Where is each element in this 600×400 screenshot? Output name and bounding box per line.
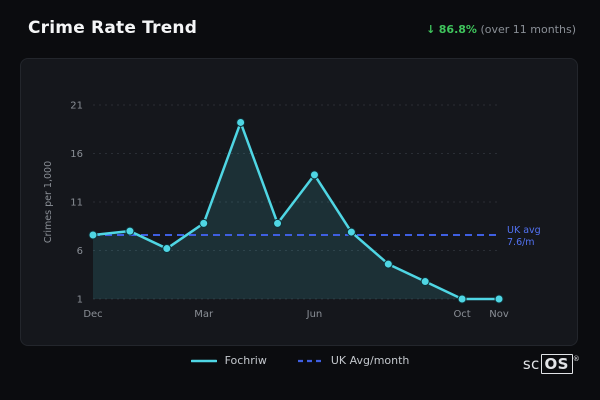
scos-logo: sc OS ® xyxy=(522,354,580,374)
legend-label: UK Avg/month xyxy=(330,354,410,367)
solid-line-swatch xyxy=(190,359,217,362)
legend-item-uk-avg[interactable]: UK Avg/month xyxy=(297,354,410,367)
legend-label: Fochriw xyxy=(224,354,267,367)
chart-card: 1 6 11 16 21 Dec Mar Jun Oct Nov Crimes per 1,000 U… xyxy=(20,58,578,346)
svg-text:Jun: Jun xyxy=(306,309,323,320)
svg-text:11: 11 xyxy=(70,198,83,209)
logo-boxed-text: OS xyxy=(540,354,573,374)
crime-trend-chart[interactable]: 1 6 11 16 21 Dec Mar Jun Oct Nov Crimes per 1,000 U… xyxy=(21,59,577,345)
svg-text:21: 21 xyxy=(70,101,83,112)
svg-text:16: 16 xyxy=(70,149,83,160)
svg-text:Dec: Dec xyxy=(83,309,102,320)
svg-text:Nov: Nov xyxy=(489,309,509,320)
logo-prefix: sc xyxy=(522,355,540,373)
trend-delta: ↓ 86.8% (over 11 months) xyxy=(426,23,576,36)
svg-text:7.6/m: 7.6/m xyxy=(507,237,535,248)
dashed-line-swatch xyxy=(297,359,322,362)
chart-legend: Fochriw UK Avg/month xyxy=(0,354,600,367)
page-header: Crime Rate Trend ↓ 86.8% (over 11 months… xyxy=(28,18,576,38)
svg-text:1: 1 xyxy=(77,295,83,306)
svg-text:Crimes per 1,000: Crimes per 1,000 xyxy=(43,161,54,243)
legend-item-fochriw[interactable]: Fochriw xyxy=(190,354,267,367)
delta-percentage: 86.8% xyxy=(438,23,477,36)
page-title: Crime Rate Trend xyxy=(28,18,198,38)
svg-text:UK avg: UK avg xyxy=(507,225,541,236)
svg-text:Mar: Mar xyxy=(194,309,214,320)
down-arrow-icon: ↓ xyxy=(426,23,436,36)
registered-mark: ® xyxy=(572,355,580,363)
svg-text:6: 6 xyxy=(77,246,83,257)
svg-text:Oct: Oct xyxy=(453,309,470,320)
delta-period: (over 11 months) xyxy=(480,23,576,36)
